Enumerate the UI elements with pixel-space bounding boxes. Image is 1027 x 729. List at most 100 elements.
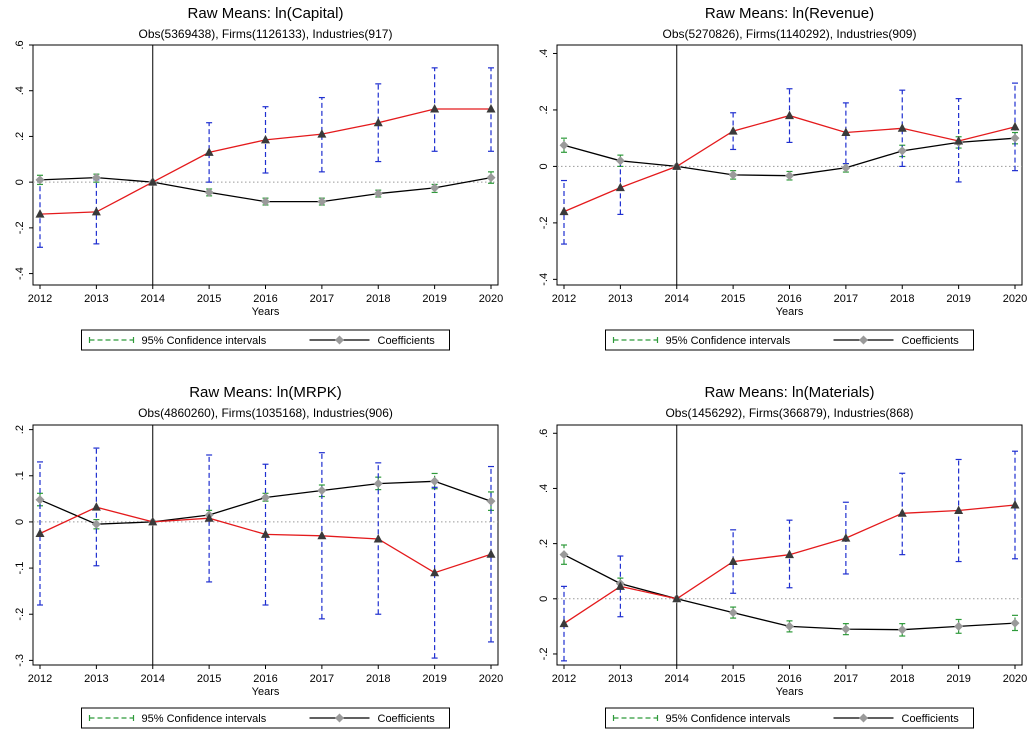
y-tick-label: .6 <box>538 429 550 438</box>
x-axis-label: Years <box>776 306 804 318</box>
y-tick-label: 0 <box>14 179 26 185</box>
y-tick-label: -.2 <box>538 648 550 661</box>
y-tick-label: -.2 <box>538 216 550 229</box>
coefficient-point <box>841 624 851 634</box>
coefficient-point <box>841 163 851 173</box>
x-tick-label: 2013 <box>84 293 108 305</box>
y-tick-label: .4 <box>14 86 26 95</box>
x-tick-label: 2020 <box>479 673 503 685</box>
legend: 95% Confidence intervals Coefficients <box>605 329 974 351</box>
legend: 95% Confidence intervals Coefficients <box>81 329 450 351</box>
legend-coef-label: Coefficients <box>378 335 436 347</box>
x-tick-label: 2019 <box>946 293 970 305</box>
x-tick-label: 2013 <box>608 673 632 685</box>
coefficient-point <box>728 608 738 618</box>
coefficient-point <box>559 618 569 628</box>
coefficient-point <box>1010 500 1020 509</box>
legend-ci-label: 95% Confidence intervals <box>666 713 791 725</box>
coefficient-point <box>486 496 496 506</box>
coefficient-point <box>148 177 158 186</box>
coefficient-point <box>148 516 158 526</box>
coefficient-point <box>841 127 851 137</box>
plot-area <box>556 44 1023 286</box>
coefficient-point <box>841 533 851 542</box>
x-tick-label: 2017 <box>834 293 858 305</box>
x-tick-label: 2016 <box>777 293 801 305</box>
legend-coef-marker <box>335 335 344 345</box>
coefficient-point <box>430 476 440 486</box>
x-tick-label: 2013 <box>608 293 632 305</box>
chart-panel-2: Raw Means: ln(Revenue) Obs(5270826), Firm… <box>538 5 1027 351</box>
y-tick-label: 0 <box>538 163 550 169</box>
y-tick-label: 0 <box>14 519 26 525</box>
y-tick-label: .2 <box>538 105 550 114</box>
coefficient-point <box>91 173 101 183</box>
coefficient-point <box>559 550 569 560</box>
x-tick-label: 2015 <box>197 293 221 305</box>
x-tick-label: 2019 <box>946 673 970 685</box>
coefficient-point <box>35 495 45 505</box>
x-tick-label: 2016 <box>253 293 277 305</box>
legend-ci-label: 95% Confidence intervals <box>666 335 791 347</box>
coefficient-point <box>204 187 214 197</box>
coefficient-point <box>954 505 964 515</box>
coefficient-point <box>897 508 907 517</box>
y-tick-label: .2 <box>14 132 26 141</box>
coefficient-point <box>897 123 907 132</box>
coefficient-point <box>728 556 738 566</box>
legend-coef-marker <box>859 335 868 345</box>
coefficient-point <box>261 197 270 207</box>
x-tick-label: 2018 <box>890 293 914 305</box>
x-tick-label: 2015 <box>721 293 745 305</box>
coefficient-point <box>486 173 496 183</box>
coefficient-point <box>317 129 327 138</box>
legend: 95% Confidence intervals Coefficients <box>81 707 450 729</box>
legend-ci-label: 95% Confidence intervals <box>142 713 267 725</box>
chart-title: Raw Means: ln(Capital) <box>188 5 344 22</box>
y-tick-label: .2 <box>538 539 550 548</box>
legend-coef-label: Coefficients <box>902 335 960 347</box>
x-tick-label: 2018 <box>890 673 914 685</box>
legend-coef-label: Coefficients <box>902 713 960 725</box>
x-axis-label: Years <box>776 686 804 698</box>
x-tick-label: 2015 <box>197 673 221 685</box>
coefficient-point <box>785 621 794 631</box>
chart-title: Raw Means: ln(Materials) <box>704 384 874 401</box>
coefficient-point <box>785 171 794 181</box>
legend-box <box>605 329 974 351</box>
x-axis-label: Years <box>252 306 280 318</box>
x-tick-label: 2019 <box>422 673 446 685</box>
x-tick-label: 2015 <box>721 673 745 685</box>
coefficient-point <box>954 621 964 631</box>
coefficient-point <box>615 156 625 166</box>
x-tick-label: 2020 <box>1003 293 1027 305</box>
x-tick-label: 2018 <box>366 673 390 685</box>
y-tick-label: -.1 <box>14 562 26 575</box>
coefficient-point <box>785 549 794 559</box>
coefficient-point <box>204 513 214 522</box>
x-tick-label: 2012 <box>552 293 576 305</box>
legend-coef-label: Coefficients <box>378 713 436 725</box>
x-tick-label: 2014 <box>141 673 165 685</box>
x-tick-label: 2016 <box>777 673 801 685</box>
chart-subtitle: Obs(5369438), Firms(1126133), Industries… <box>139 27 393 41</box>
x-tick-label: 2012 <box>552 673 576 685</box>
legend: 95% Confidence intervals Coefficients <box>605 707 974 729</box>
coefficient-point <box>373 534 383 543</box>
coefficient-point <box>261 134 270 144</box>
coefficient-point <box>954 136 964 145</box>
coefficient-point <box>728 126 738 135</box>
chart-title: Raw Means: ln(Revenue) <box>705 5 874 22</box>
chart-panel-3: Raw Means: ln(MRPK) Obs(4860260), Firms(1… <box>14 384 503 729</box>
coefficient-point <box>559 206 569 216</box>
coefficient-point <box>317 197 327 207</box>
x-tick-label: 2014 <box>665 293 689 305</box>
coefficient-point <box>615 182 625 192</box>
x-tick-label: 2014 <box>665 673 689 685</box>
legend-coef-marker <box>335 713 344 723</box>
coefficient-point <box>559 140 569 150</box>
coefficient-point <box>615 581 625 590</box>
x-tick-label: 2020 <box>1003 673 1027 685</box>
y-tick-label: -.4 <box>14 267 26 280</box>
coefficient-point <box>35 175 45 185</box>
